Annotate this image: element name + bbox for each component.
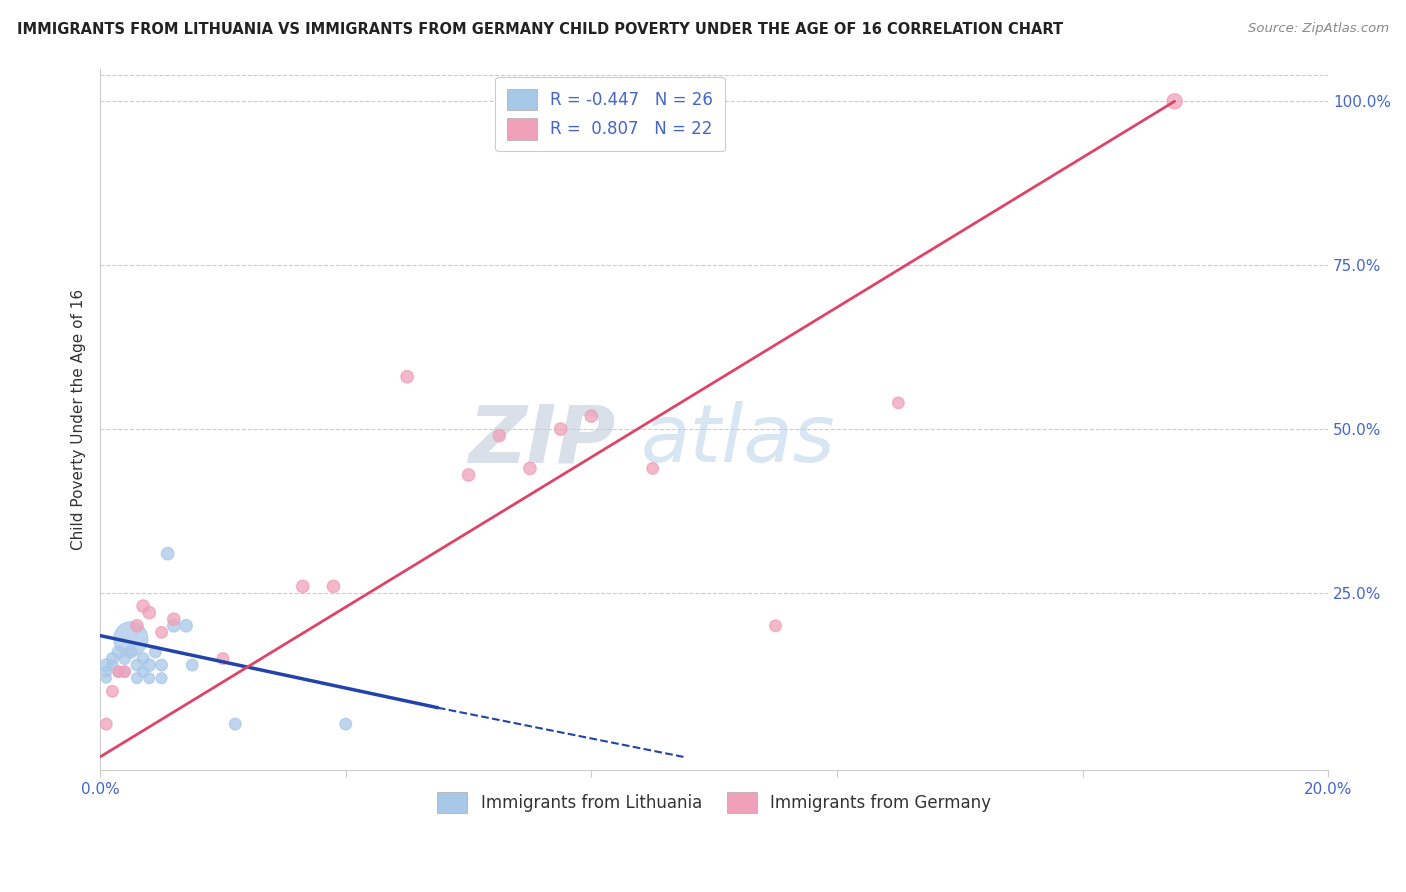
Point	[488, 428, 510, 442]
Point	[138, 606, 160, 620]
Point	[396, 369, 419, 384]
Text: Source: ZipAtlas.com: Source: ZipAtlas.com	[1249, 22, 1389, 36]
Point	[174, 619, 197, 633]
Point	[641, 461, 664, 475]
Point	[114, 651, 136, 665]
Text: ZIP: ZIP	[468, 401, 616, 479]
Point	[125, 671, 148, 685]
Point	[96, 665, 118, 679]
Y-axis label: Child Poverty Under the Age of 16: Child Poverty Under the Age of 16	[72, 289, 86, 549]
Point	[107, 645, 129, 659]
Point	[887, 396, 910, 410]
Point	[457, 467, 479, 482]
Point	[101, 684, 124, 698]
Point	[335, 717, 357, 731]
Point	[132, 665, 155, 679]
Point	[120, 645, 142, 659]
Point	[96, 671, 118, 685]
Point	[291, 579, 314, 593]
Point	[114, 665, 136, 679]
Point	[181, 658, 204, 673]
Point	[120, 632, 142, 646]
Point	[322, 579, 344, 593]
Point	[101, 651, 124, 665]
Point	[138, 658, 160, 673]
Point	[125, 658, 148, 673]
Point	[519, 461, 541, 475]
Point	[107, 665, 129, 679]
Point	[114, 665, 136, 679]
Point	[581, 409, 603, 423]
Point	[150, 625, 173, 640]
Point	[150, 658, 173, 673]
Point	[145, 645, 167, 659]
Point	[132, 599, 155, 613]
Point	[163, 612, 186, 626]
Point	[550, 422, 572, 436]
Point	[765, 619, 787, 633]
Text: atlas: atlas	[641, 401, 835, 479]
Point	[138, 671, 160, 685]
Point	[1163, 95, 1185, 109]
Point	[125, 619, 148, 633]
Point	[163, 619, 186, 633]
Point	[101, 658, 124, 673]
Legend: Immigrants from Lithuania, Immigrants from Germany: Immigrants from Lithuania, Immigrants fr…	[426, 780, 1002, 825]
Text: IMMIGRANTS FROM LITHUANIA VS IMMIGRANTS FROM GERMANY CHILD POVERTY UNDER THE AGE: IMMIGRANTS FROM LITHUANIA VS IMMIGRANTS …	[17, 22, 1063, 37]
Point	[132, 651, 155, 665]
Point	[156, 547, 179, 561]
Point	[150, 671, 173, 685]
Point	[212, 651, 235, 665]
Point	[96, 658, 118, 673]
Point	[96, 717, 118, 731]
Point	[224, 717, 246, 731]
Point	[107, 665, 129, 679]
